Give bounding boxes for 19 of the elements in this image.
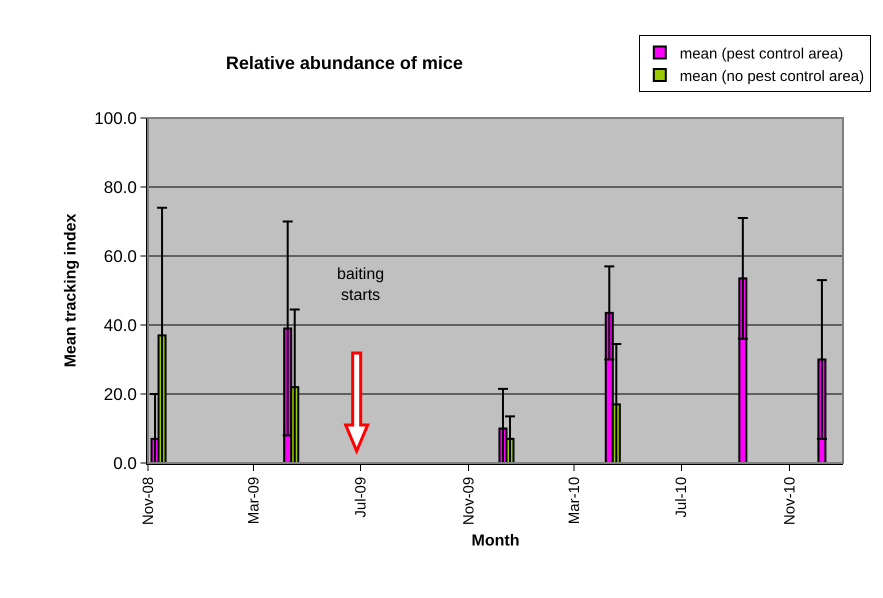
- y-tick-label: 60.0: [104, 246, 137, 266]
- x-tick-label: Jul-09: [352, 476, 370, 518]
- y-tick-label: 80.0: [104, 178, 137, 197]
- x-tick-label: Nov-09: [460, 476, 478, 526]
- y-axis-title: Mean tracking index: [62, 213, 80, 368]
- y-tick-label: 20.0: [104, 384, 137, 404]
- x-tick-label: Nov-10: [781, 476, 798, 526]
- chart-title: Relative abundance of mice: [226, 53, 463, 74]
- y-tick-label: 0.0: [113, 454, 137, 473]
- legend-label: mean (pest control area): [680, 45, 844, 62]
- y-tick-label: 100.0: [94, 108, 137, 128]
- annotation: baiting starts: [337, 266, 384, 304]
- y-tick-label: 40.0: [104, 316, 137, 335]
- x-tick-label: Nov-08: [140, 476, 157, 526]
- legend-label: mean (no pest control area): [680, 68, 864, 85]
- x-axis-title: Month: [472, 532, 520, 550]
- x-tick-label: Mar-09: [245, 476, 262, 524]
- x-tick-label: Jul-10: [673, 476, 690, 518]
- x-tick-label: Mar-10: [566, 476, 584, 524]
